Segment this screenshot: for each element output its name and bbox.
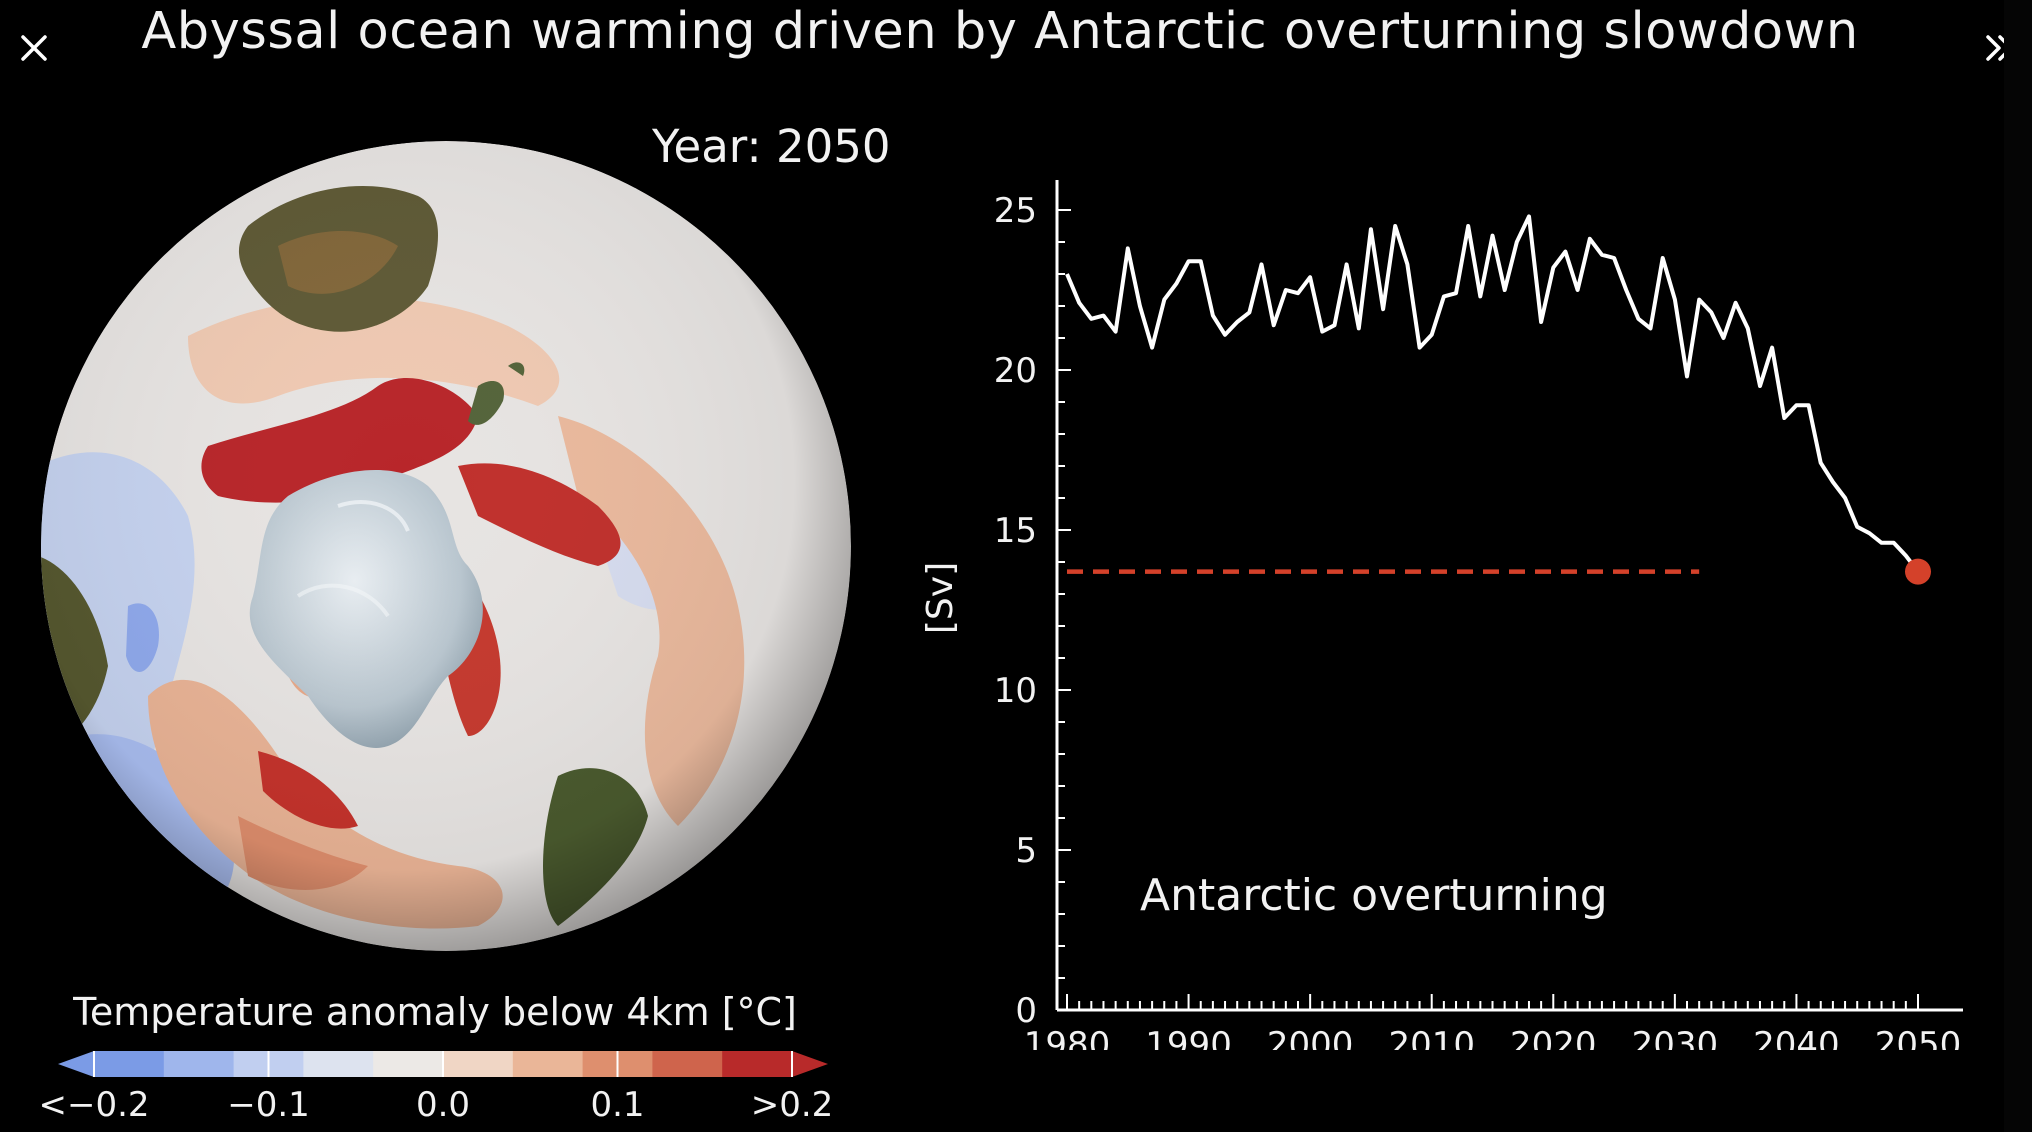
- y-tick-label: 0: [1015, 991, 1037, 1031]
- colorbar-segment: [512, 1051, 584, 1077]
- current-year-marker: [1905, 558, 1931, 585]
- series-annotation: Antarctic overturning: [1140, 870, 1608, 921]
- x-tick-label: 2020: [1510, 1025, 1597, 1050]
- x-tick-label: 2050: [1875, 1025, 1962, 1050]
- y-tick-label: 5: [1015, 831, 1037, 871]
- year-label: Year: 2050: [652, 120, 891, 173]
- close-icon: [21, 35, 47, 61]
- colorbar-segment: [373, 1051, 444, 1077]
- colorbar-segment: [443, 1051, 514, 1077]
- x-tick-label: 1990: [1145, 1025, 1232, 1050]
- colorbar-tick-label: <−0.2: [38, 1085, 150, 1125]
- x-tick-label: 2010: [1388, 1025, 1475, 1050]
- colorbar-segment: [652, 1051, 723, 1077]
- x-tick-label: 2030: [1632, 1025, 1719, 1050]
- temperature-colorbar: [58, 1051, 828, 1077]
- colorbar-extend-high: [792, 1051, 828, 1077]
- y-tick-label: 20: [994, 351, 1037, 391]
- video-title: Abyssal ocean warming driven by Antarcti…: [141, 2, 1859, 61]
- colorbar-segment: [94, 1051, 165, 1077]
- colorbar-segment: [303, 1051, 374, 1077]
- colorbar-tick-label: 0.1: [590, 1085, 645, 1125]
- x-tick-label: 1980: [1024, 1025, 1111, 1050]
- x-tick-label: 2000: [1267, 1025, 1354, 1050]
- x-tick-label: 2040: [1753, 1025, 1840, 1050]
- southern-hemisphere-globe-map: [41, 141, 851, 951]
- colorbar-tick-label: −0.1: [227, 1085, 310, 1125]
- y-tick-label: 25: [994, 191, 1037, 231]
- overturning-line-chart: 0 5 10 15 20 25 1980 1990 2000 2010 2020 2030 2040 20…: [920, 180, 1963, 1050]
- colorbar-title: Temperature anomaly below 4km [°C]: [73, 990, 797, 1034]
- colorbar-segment: [722, 1051, 793, 1077]
- background-page-strip: [2004, 0, 2032, 1132]
- y-tick-label: 15: [994, 511, 1037, 551]
- colorbar-segment: [163, 1051, 235, 1077]
- y-axis-label: [Sv]: [920, 562, 961, 634]
- y-tick-label: 10: [994, 671, 1037, 711]
- colorbar-tick-label: >0.2: [750, 1085, 834, 1125]
- close-button[interactable]: [4, 18, 64, 78]
- colorbar-tick-label: 0.0: [415, 1085, 471, 1125]
- overturning-series-line: [1065, 214, 1920, 573]
- colorbar-extend-low: [58, 1051, 94, 1077]
